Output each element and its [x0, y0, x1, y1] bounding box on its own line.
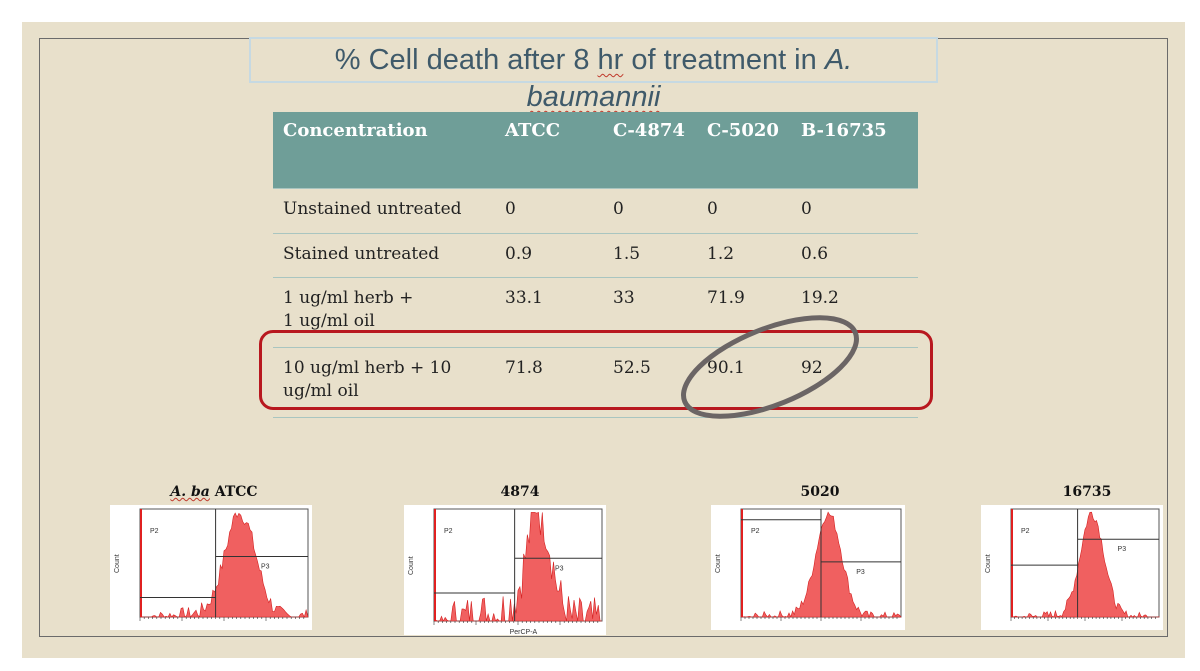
row-label-line2: 1 ug/ml oil — [283, 311, 375, 331]
row-label: Stained untreated — [273, 233, 495, 278]
histogram-fill — [433, 511, 602, 622]
x-axis-label: PerCP-A — [510, 629, 538, 635]
gate-label-p3: P3 — [261, 564, 270, 571]
gate-label-p2: P2 — [1021, 528, 1030, 535]
table-cell: 52.5 — [603, 347, 697, 418]
gate-label-p3: P3 — [856, 569, 865, 576]
table-cell: 33 — [603, 277, 697, 348]
gate-label-p2: P2 — [751, 528, 760, 535]
header-c4874: C-4874 — [603, 112, 697, 189]
row-label: 1 ug/ml herb + 1 ug/ml oil — [273, 277, 495, 348]
title-part2: of treatment in — [623, 44, 825, 76]
row-label: Unstained untreated — [273, 188, 495, 234]
table-cell: 1.2 — [697, 233, 791, 278]
table-cell: 0 — [697, 188, 791, 234]
plot-label-rest: 16735 — [1062, 484, 1112, 500]
table-cell: 33.1 — [495, 277, 603, 348]
highlight-ellipse — [681, 315, 859, 419]
table-cell: 71.9 — [697, 277, 791, 348]
table-cell: 0 — [495, 188, 603, 234]
histogram-5020: P2 P3 Count — [711, 505, 905, 630]
slide-title: % Cell death after 8 hr of treatment in … — [249, 42, 938, 116]
plot-label-16735: 16735 — [987, 484, 1187, 500]
row-label: 10 ug/ml herb + 10 ug/ml oil — [273, 347, 495, 418]
table-row: 10 ug/ml herb + 10 ug/ml oil 71.8 52.5 90… — [273, 347, 918, 418]
table-row: 1 ug/ml herb + 1 ug/ml oil 33.1 33 71.9 1… — [273, 277, 918, 348]
title-part1: % Cell death after 8 — [334, 44, 598, 76]
table-header-row: Concentration ATCC C-4874 C-5020 B-16735 — [273, 112, 918, 189]
table-cell: 0.9 — [495, 233, 603, 278]
table-cell: 0.6 — [791, 233, 918, 278]
gate-label-p2: P2 — [444, 528, 453, 535]
row-label-line2: ug/ml oil — [283, 381, 359, 401]
gate-label-p2: P2 — [150, 528, 159, 535]
gate-label-p3: P3 — [555, 565, 564, 572]
title-species: baumannii — [526, 81, 661, 113]
plot-label-4874: 4874 — [420, 484, 620, 500]
header-concentration: Concentration — [273, 112, 495, 189]
plot-label-italic: A. ba — [170, 484, 210, 500]
highlight-rectangle — [259, 330, 933, 410]
plot-label-rest: 5020 — [800, 484, 840, 500]
header-c5020: C-5020 — [697, 112, 791, 189]
histogram-4874: P2 P3 Count PerCP-A — [404, 505, 606, 635]
row-label-line1: Unstained untreated — [283, 199, 462, 219]
title-hr: hr — [597, 44, 624, 76]
y-axis-label: Count — [408, 556, 415, 575]
header-atcc: ATCC — [495, 112, 603, 189]
histogram-fill — [139, 512, 309, 618]
header-b16735: B-16735 — [791, 112, 918, 189]
row-label-line1: 10 ug/ml herb + 10 — [283, 358, 452, 378]
histogram-atcc: P2 P3 Count — [110, 505, 312, 630]
row-label-line1: Stained untreated — [283, 244, 440, 264]
y-axis-label: Count — [114, 554, 121, 573]
y-axis-label: Count — [715, 554, 722, 573]
histogram-16735: P2 P3 Count — [981, 505, 1163, 630]
cell-death-table: Concentration ATCC C-4874 C-5020 B-16735… — [273, 112, 918, 418]
row-label-line1: 1 ug/ml herb + — [283, 288, 414, 308]
table-cell: 0 — [791, 188, 918, 234]
title-box — [249, 37, 938, 83]
title-genus: A. — [824, 44, 853, 76]
table-row: Unstained untreated 0 0 0 0 — [273, 188, 918, 234]
plot-label-rest: 4874 — [500, 484, 540, 500]
plot-label-rest: ATCC — [209, 484, 258, 500]
table-row: Stained untreated 0.9 1.5 1.2 0.6 — [273, 233, 918, 278]
table-cell: 1.5 — [603, 233, 697, 278]
y-axis-label: Count — [985, 554, 992, 573]
table-cell: 0 — [603, 188, 697, 234]
gate-label-p3: P3 — [1118, 546, 1127, 553]
table-cell: 71.8 — [495, 347, 603, 418]
plot-label-5020: 5020 — [720, 484, 920, 500]
plot-label-atcc: A. ba ATCC — [114, 484, 314, 500]
